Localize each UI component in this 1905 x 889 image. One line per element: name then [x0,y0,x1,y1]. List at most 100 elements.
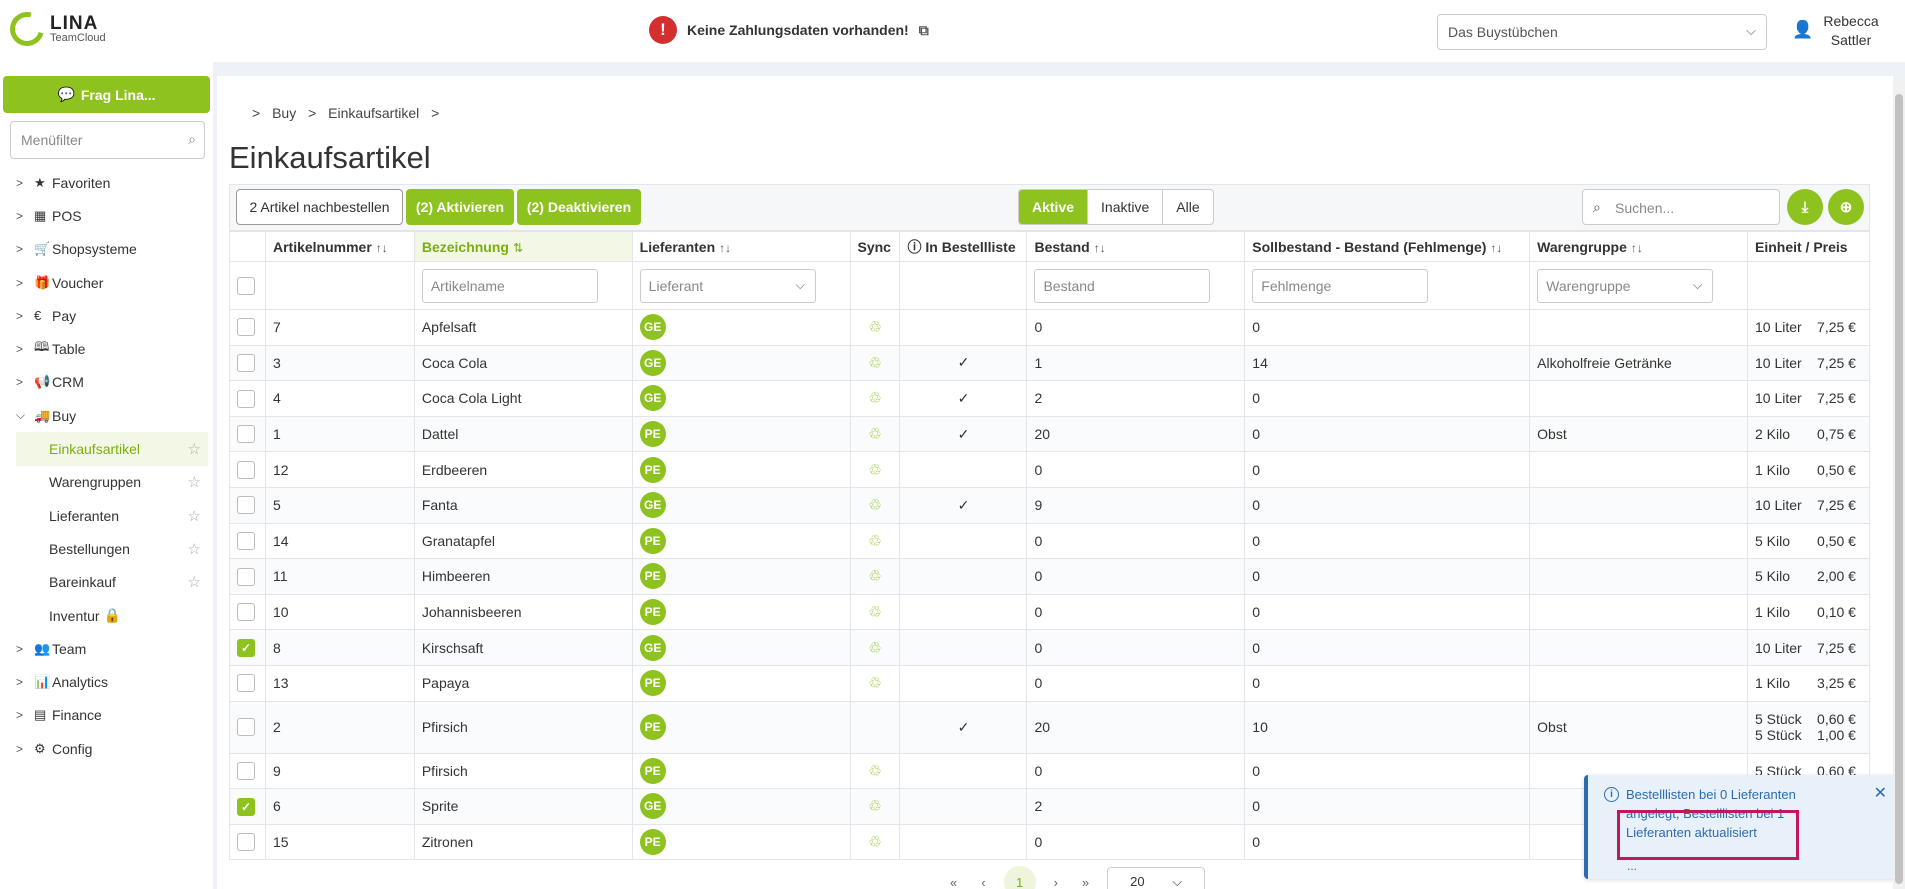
row-checkbox[interactable] [237,354,255,373]
next-page-button[interactable]: › [1053,874,1058,889]
row-checkbox[interactable]: ✓ [237,638,255,657]
download-button[interactable]: ⤓ [1787,189,1823,225]
supplier-badge[interactable]: PE [639,757,666,784]
article-name[interactable]: Erdbeeren [413,451,633,488]
column-header-supplier[interactable]: Lieferanten ↑↓ [631,231,851,262]
table-row[interactable]: 9 Pfirsich PE ♲ 0 0 5 Stück 0,60 € [229,752,1871,790]
row-checkbox[interactable] [237,567,255,586]
supplier-badge[interactable]: GE [639,793,666,820]
external-link-icon[interactable]: ⧉ [918,21,929,38]
supplier-badge[interactable]: PE [639,670,666,697]
article-name[interactable]: Sprite [413,788,633,825]
table-row[interactable]: 4 Coca Cola Light GE ♲ ✓ 2 0 10 Liter 7,25 € [229,380,1871,417]
breadcrumb-einkaufsartikel[interactable]: Einkaufsartikel [328,105,420,121]
sidebar-subitem-warengruppen[interactable]: Warengruppen ☆ [0,466,213,499]
table-row[interactable]: 10 Johannisbeeren PE ♲ 0 0 1 Kilo 0,10 € [229,593,1871,631]
sidebar-item-config[interactable]: > ⚙ Config [0,732,213,765]
sidebar-subitem-bareinkauf[interactable]: Bareinkauf ☆ [0,566,213,599]
supplier-badge[interactable]: GE [639,492,666,519]
sidebar-item-table[interactable]: > 🕮 Table [0,332,213,365]
supplier-badge[interactable]: PE [639,421,666,448]
article-name[interactable]: Fanta [413,486,633,524]
menu-filter-input[interactable]: Menüfilter ⌕ [10,121,205,159]
supplier-badge[interactable]: GE [639,385,666,412]
article-name[interactable]: Himbeeren [413,558,633,595]
favorite-star-icon[interactable]: ☆ [187,507,201,525]
table-row[interactable]: 11 Himbeeren PE ♲ 0 0 5 Kilo 2,00 € [229,558,1871,595]
article-name[interactable]: Pfirsich [413,752,633,790]
column-header-target[interactable]: Sollbestand - Bestand (Fehlmenge) ↑↓ [1244,231,1531,262]
article-name[interactable]: Coca Cola [413,344,633,382]
prev-page-button[interactable]: ‹ [981,874,986,889]
table-row[interactable]: 13 Papaya PE ♲ 0 0 1 Kilo 3,25 € [229,664,1871,702]
column-header-name[interactable]: Bezeichnung ⇅ [413,231,633,262]
row-checkbox[interactable] [237,761,255,780]
row-checkbox[interactable]: ✓ [237,797,255,816]
article-name[interactable]: Granatapfel [413,522,633,560]
supplier-badge[interactable]: PE [639,563,666,590]
stock-filter-input[interactable]: Bestand [1034,268,1211,303]
table-row[interactable]: 1 Dattel PE ♲ ✓ 20 0 Obst 2 Kilo 0,75 € [229,415,1871,453]
favorite-star-icon[interactable]: ☆ [187,540,201,558]
sidebar-item-buy[interactable]: ⌵ 🚚 Buy [0,399,213,432]
supplier-badge[interactable]: PE [639,456,666,483]
column-header-group[interactable]: Warengruppe ↑↓ [1529,231,1748,262]
row-checkbox[interactable] [237,389,255,408]
first-page-button[interactable]: « [950,874,958,889]
sidebar-item-finance[interactable]: > ▤ Finance [0,699,213,732]
article-name[interactable]: Apfelsaft [413,309,633,346]
table-row[interactable]: ✓ 8 Kirschsaft GE ♲ 0 0 10 Liter 7,25 € [229,629,1871,666]
sidebar-item-pos[interactable]: > ▦ POS [0,199,213,232]
add-button[interactable]: ⊕ [1828,189,1864,225]
deactivate-button[interactable]: (2) Deaktivieren [517,189,641,225]
supplier-badge[interactable]: PE [639,714,666,741]
search-input[interactable]: ⌕ Suchen... [1582,189,1780,225]
sidebar-item-shopsysteme[interactable]: > 🛒 Shopsysteme [0,233,213,266]
store-select[interactable]: Das Buystübchen ⌵ [1437,14,1767,50]
sidebar-item-voucher[interactable]: > 🎁 Voucher [0,266,213,299]
table-row[interactable]: 12 Erdbeeren PE ♲ 0 0 1 Kilo 0,50 € [229,451,1871,488]
sidebar-subitem-bestellungen[interactable]: Bestellungen ☆ [0,532,213,565]
sidebar-item-pay[interactable]: > € Pay [0,299,213,332]
row-checkbox[interactable] [237,833,255,852]
row-checkbox[interactable] [237,460,255,479]
reorder-button[interactable]: 2 Artikel nachbestellen [236,189,403,225]
sidebar-item-crm[interactable]: > 📢 CRM [0,366,213,399]
sidebar-item-favoriten[interactable]: > ★ Favoriten [0,166,213,199]
row-checkbox[interactable] [237,674,255,693]
article-name[interactable]: Papaya [413,664,633,702]
supplier-badge[interactable]: PE [639,527,666,554]
table-row[interactable]: 14 Granatapfel PE ♲ 0 0 5 Kilo 0,50 € [229,522,1871,560]
breadcrumb-buy[interactable]: Buy [272,105,297,121]
article-name[interactable]: Dattel [413,415,633,453]
favorite-star-icon[interactable]: ☆ [187,574,201,592]
sidebar-item-analytics[interactable]: > 📊 Analytics [0,665,213,698]
supplier-badge[interactable]: GE [639,349,666,376]
supplier-badge[interactable]: GE [639,314,666,341]
favorite-star-icon[interactable]: ☆ [187,474,201,492]
activate-button[interactable]: (2) Aktivieren [406,189,514,225]
article-name[interactable]: Johannisbeeren [413,593,633,631]
table-row[interactable]: 5 Fanta GE ♲ ✓ 9 0 10 Liter 7,25 € [229,486,1871,524]
select-all-checkbox[interactable] [237,276,255,295]
missing-filter-input[interactable]: Fehlmenge [1252,268,1429,303]
lina-logo[interactable]: LINA TeamCloud [3,5,106,53]
favorite-star-icon[interactable]: ☆ [187,441,201,459]
supplier-badge[interactable]: PE [639,599,666,626]
supplier-badge[interactable]: GE [639,634,666,661]
table-row[interactable]: 15 Zitronen PE ♲ 0 0 [229,823,1871,861]
supplier-badge[interactable]: PE [639,829,666,856]
row-checkbox[interactable] [237,318,255,337]
user-icon[interactable]: 👤 [1792,20,1814,39]
group-filter-select[interactable]: Warengruppe ⌵ [1537,268,1714,303]
column-header-stock[interactable]: Bestand ↑↓ [1026,231,1246,262]
page-scrollbar[interactable] [1893,76,1905,889]
per-page-select[interactable]: 20 ⌵ [1107,867,1206,889]
row-checkbox[interactable] [237,603,255,622]
filter-all-button[interactable]: Alle [1162,190,1212,224]
filter-inactive-button[interactable]: Inaktive [1087,190,1162,224]
filter-active-button[interactable]: Aktive [1019,190,1088,224]
current-page[interactable]: 1 [1003,866,1036,889]
scrollbar-thumb[interactable] [1895,94,1903,884]
name-filter-input[interactable]: Artikelname [421,268,598,303]
